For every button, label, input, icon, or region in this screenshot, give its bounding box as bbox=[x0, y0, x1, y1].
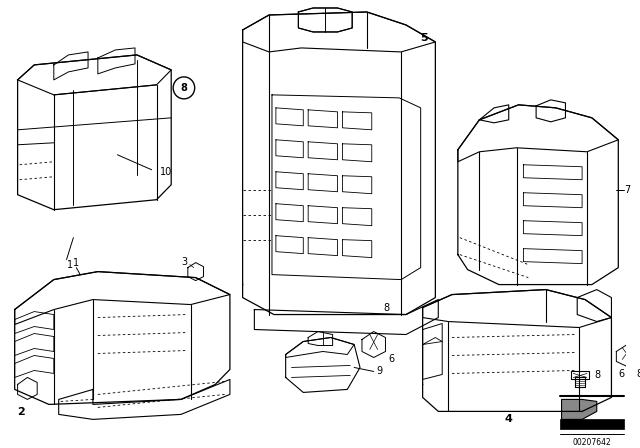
Polygon shape bbox=[298, 8, 352, 32]
Text: 4: 4 bbox=[505, 414, 513, 424]
Text: 1: 1 bbox=[73, 258, 79, 267]
Text: 5: 5 bbox=[420, 33, 428, 43]
Text: 10: 10 bbox=[159, 167, 172, 177]
Text: 1: 1 bbox=[67, 259, 74, 270]
Text: 8: 8 bbox=[180, 83, 188, 93]
Polygon shape bbox=[561, 400, 596, 419]
Text: 00207642: 00207642 bbox=[573, 438, 611, 447]
Text: 3: 3 bbox=[181, 257, 187, 267]
Text: 8: 8 bbox=[383, 302, 390, 313]
Text: 9: 9 bbox=[377, 366, 383, 376]
Text: 6: 6 bbox=[618, 370, 625, 379]
Text: 6: 6 bbox=[388, 354, 394, 365]
Polygon shape bbox=[559, 419, 624, 429]
Text: 8: 8 bbox=[595, 370, 601, 380]
Text: 8: 8 bbox=[636, 370, 640, 379]
Text: 7: 7 bbox=[624, 185, 630, 195]
Text: 2: 2 bbox=[18, 407, 26, 418]
